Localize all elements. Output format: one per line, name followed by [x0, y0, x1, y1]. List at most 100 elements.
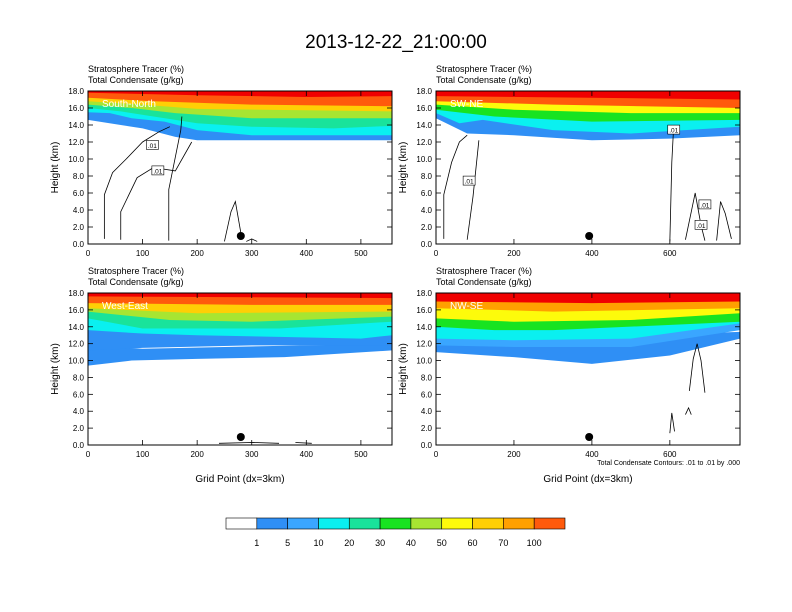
y-tick-label: 4.0	[421, 206, 433, 215]
y-tick-label: 8.0	[73, 172, 85, 181]
left-title-line-2: Total Condensate (g/kg)	[436, 75, 532, 85]
colorbar-label: 50	[437, 538, 447, 548]
panel-top-left: .01 .01 South-North Stratosphere Tracer (%)…	[50, 64, 393, 258]
section-label: SW-NE	[450, 99, 483, 110]
condensate-contour-line-1	[295, 442, 312, 444]
y-tick-label: 10.0	[416, 155, 432, 164]
y-tick-label: 0.0	[421, 441, 433, 450]
y-tick-label: 10.0	[68, 357, 84, 366]
plot-frame	[435, 90, 741, 245]
condensate-contour-line-0	[669, 412, 675, 434]
contour-label-box	[462, 175, 476, 186]
contour-label-box	[667, 124, 681, 135]
colorbar: 1 5 10 20 30 40 50 60 70 100	[225, 517, 566, 548]
x-tick-label: 0	[86, 249, 91, 258]
left-title-line-1: Stratosphere Tracer (%)	[436, 266, 532, 276]
y-tick-label: 2.0	[73, 424, 85, 433]
condensate-contour-line-2	[168, 116, 183, 241]
contour-label: .01	[465, 179, 474, 186]
colorbar-label: 20	[344, 538, 354, 548]
colorbar-box-4	[348, 517, 381, 530]
y-tick-label: 16.0	[68, 306, 84, 315]
left-title-line-1: Stratosphere Tracer (%)	[436, 64, 532, 74]
condensate-contour-line-3	[224, 200, 243, 242]
tracer-contour-band-6	[436, 293, 740, 304]
plot-area	[88, 293, 392, 445]
colorbar-box-1	[256, 517, 288, 530]
colorbar-box-6	[410, 517, 443, 530]
y-axis-label: Height (km)	[50, 142, 61, 194]
colorbar-box-8	[472, 517, 504, 530]
x-tick-label: 200	[507, 249, 521, 258]
x-tick-label: 100	[136, 450, 150, 459]
y-tick-label: 12.0	[68, 138, 84, 147]
x-tick-label: 600	[663, 450, 677, 459]
colorbar-box-7	[441, 517, 473, 530]
y-tick-label: 6.0	[73, 390, 85, 399]
section-label: NW-SE	[450, 301, 483, 312]
colorbar-label: 1	[254, 538, 259, 548]
contour-label: .01	[697, 223, 706, 230]
x-tick-label: 500	[354, 249, 368, 258]
y-axis-label: Height (km)	[398, 343, 409, 395]
left-title-line-2: Total Condensate (g/kg)	[88, 75, 184, 85]
location-marker	[585, 232, 594, 240]
colorbar-label: 40	[406, 538, 416, 548]
contour-label: .01	[700, 202, 709, 209]
contour-footnote: Total Condensate Contours: .01 to .01 by…	[597, 460, 740, 467]
contour-label: .01	[148, 143, 157, 150]
y-tick-label: 14.0	[68, 121, 84, 130]
colorbar-box-3	[318, 517, 350, 530]
location-marker	[585, 433, 594, 441]
y-tick-label: 2.0	[73, 223, 85, 232]
section-label: West-East	[102, 301, 148, 312]
contour-label-box	[694, 220, 708, 230]
y-tick-label: 4.0	[73, 407, 85, 416]
y-tick-label: 4.0	[421, 407, 433, 416]
condensate-contour-line-2	[688, 343, 706, 393]
x-axis-label: Grid Point (dx=3km)	[195, 474, 284, 485]
y-tick-label: 18.0	[416, 289, 432, 298]
x-axis-label: Grid Point (dx=3km)	[543, 474, 632, 485]
y-tick-label: 16.0	[416, 306, 432, 315]
y-tick-label: 6.0	[421, 390, 433, 399]
y-tick-label: 8.0	[73, 373, 85, 382]
y-tick-label: 2.0	[421, 424, 433, 433]
plot-area: .01 .01 .01 .01	[436, 91, 740, 244]
contour-label-box	[146, 140, 159, 150]
y-tick-label: 8.0	[421, 373, 433, 382]
x-tick-label: 500	[354, 450, 368, 459]
condensate-contour-line-2	[669, 124, 675, 242]
condensate-contour-line-3	[685, 192, 706, 241]
condensate-contour-line-0	[443, 134, 468, 239]
y-tick-label: 16.0	[68, 104, 84, 113]
left-title-line-2: Total Condensate (g/kg)	[88, 277, 184, 287]
figure-title: 2013-12-22_21:00:00	[305, 32, 487, 53]
condensate-contour-line-4	[716, 201, 732, 241]
x-tick-label: 200	[507, 450, 521, 459]
condensate-contour-line-1	[685, 406, 692, 415]
condensate-contour-line-1	[466, 140, 480, 240]
left-title-line-2: Total Condensate (g/kg)	[436, 277, 532, 287]
y-tick-label: 0.0	[73, 240, 85, 249]
location-marker	[236, 433, 245, 441]
y-tick-label: 14.0	[68, 323, 84, 332]
colorbar-label: 5	[285, 538, 290, 548]
tracer-contour-band-0	[88, 343, 392, 366]
y-tick-label: 12.0	[416, 340, 432, 349]
y-tick-label: 10.0	[68, 155, 84, 164]
panel-top-right: .01 .01 .01 .01 SW-NE Stratosphere Tracer (%)…	[398, 64, 741, 258]
tracer-contour-band-6	[88, 91, 392, 97]
y-tick-label: 18.0	[416, 87, 432, 96]
x-tick-label: 400	[585, 450, 599, 459]
y-tick-label: 18.0	[68, 289, 84, 298]
y-tick-label: 6.0	[73, 189, 85, 198]
x-tick-label: 600	[663, 249, 677, 258]
plot-frame	[87, 90, 393, 245]
colorbar-box-9	[503, 517, 535, 530]
y-tick-label: 12.0	[416, 138, 432, 147]
colorbar-label: 30	[375, 538, 385, 548]
x-tick-label: 0	[86, 450, 91, 459]
tracer-contour-band-5	[436, 91, 740, 100]
